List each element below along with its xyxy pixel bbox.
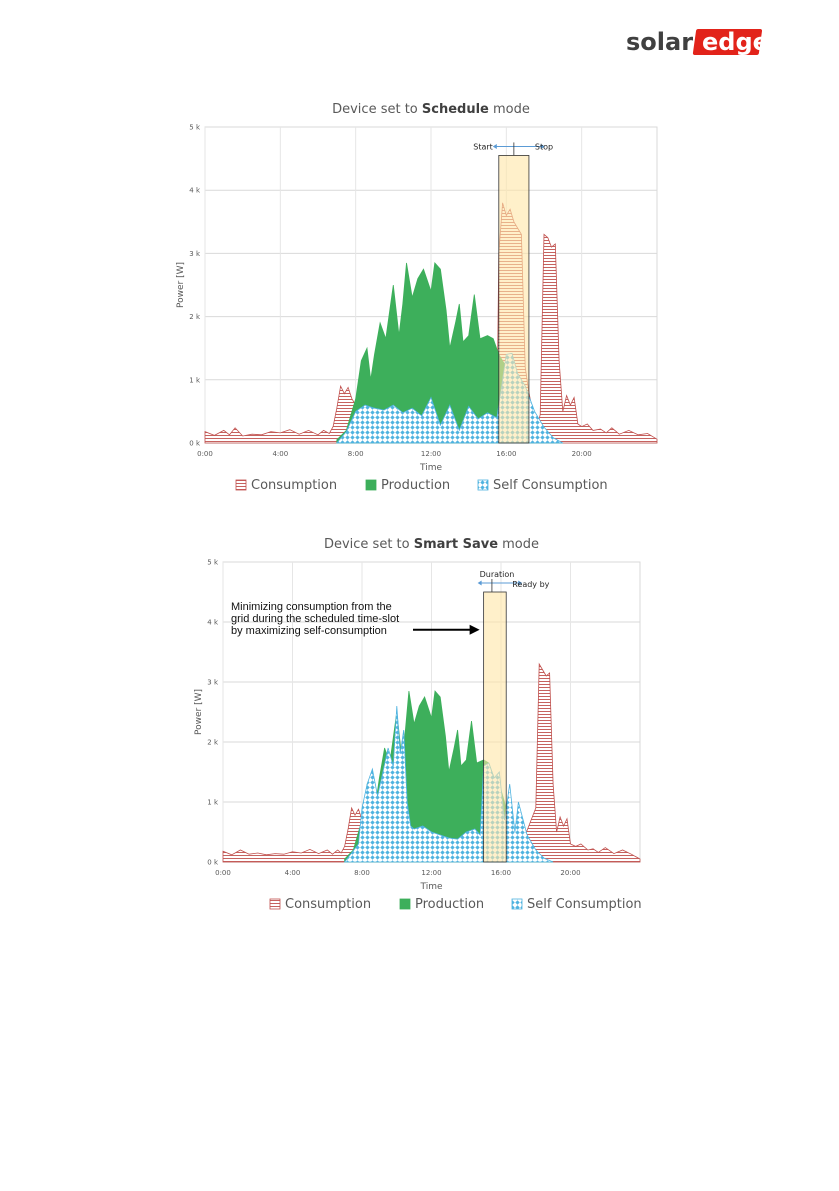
legend-swatch [235, 479, 247, 491]
legend-label: Production [415, 897, 484, 912]
x-tick-label: 12:00 [421, 450, 441, 458]
legend-swatch [269, 898, 281, 910]
legend-self-consumption: Self Consumption [511, 897, 642, 912]
x-tick-label: 20:00 [572, 450, 592, 458]
chart-legend: Consumption Production Self Consumption [235, 478, 608, 493]
legend-self-consumption: Self Consumption [477, 478, 608, 493]
legend-label: Consumption [251, 478, 337, 493]
y-tick-label: 0 k [189, 440, 201, 448]
y-axis-title: Power [W] [176, 262, 186, 308]
slot-arrows [492, 142, 545, 156]
x-tick-label: 8:00 [348, 450, 364, 458]
x-tick-label: 20:00 [560, 869, 580, 877]
logo-text-solar: solar [626, 28, 693, 56]
y-tick-label: 5 k [189, 124, 201, 132]
solaredge-logo: solar edge [626, 28, 766, 56]
y-tick-label: 4 k [207, 619, 219, 627]
x-tick-label: 8:00 [354, 869, 370, 877]
y-tick-label: 3 k [189, 250, 201, 258]
chart-grid [204, 126, 658, 444]
legend-label: Production [381, 478, 450, 493]
legend-consumption: Consumption [269, 897, 371, 912]
x-tick-label: 0:00 [215, 869, 231, 877]
annotation-arrowhead [469, 624, 480, 635]
x-tick-label: 16:00 [496, 450, 516, 458]
y-tick-label: 2 k [189, 313, 201, 321]
y-tick-label: 2 k [207, 739, 219, 747]
legend-label: Self Consumption [527, 897, 642, 912]
smart-save-mode-chart: 0 k 1 k 2 k 3 k 4 k 5 k 0:00 4:00 8:00 12:00 16:00… [194, 537, 642, 912]
slot-label-stop: Stop [535, 142, 553, 151]
legend-swatch [477, 479, 489, 491]
time-slot-box [498, 155, 530, 444]
x-tick-label: 4:00 [285, 869, 301, 877]
x-tick-label: 12:00 [421, 869, 441, 877]
annotation-line: by maximizing self-consumption [231, 625, 387, 637]
logo-accent-box [692, 29, 763, 55]
legend-swatch [511, 898, 523, 910]
chart-title: Device set to Schedule mode [332, 102, 530, 117]
legend-swatch [399, 898, 411, 910]
y-tick-label: 1 k [189, 376, 201, 384]
y-tick-label: 5 k [207, 559, 219, 567]
legend-swatch [365, 479, 377, 491]
slot-label-stop: Ready by [512, 580, 549, 589]
annotation-line: Minimizing consumption from the [231, 601, 392, 613]
slot-label-start: Duration [480, 570, 515, 579]
time-slot-box [483, 591, 507, 863]
y-tick-label: 0 k [207, 859, 219, 867]
schedule-mode-chart: 0 k 1 k 2 k 3 k 4 k 5 k 0:00 4:00 8:00 12:00 16:00… [176, 102, 658, 493]
slot-arrows [477, 579, 523, 592]
legend-label: Consumption [285, 897, 371, 912]
x-tick-label: 0:00 [197, 450, 213, 458]
logo-text-edge: edge [702, 28, 766, 56]
legend-production: Production [365, 478, 450, 493]
legend-consumption: Consumption [235, 478, 337, 493]
y-axis-title: Power [W] [194, 689, 204, 735]
chart-title: Device set to Smart Save mode [324, 537, 539, 552]
x-tick-label: 4:00 [272, 450, 288, 458]
annotation-line: grid during the scheduled time-slot [231, 613, 399, 625]
legend-production: Production [399, 897, 484, 912]
slot-label-start: Start [473, 142, 493, 151]
legend-label: Self Consumption [493, 478, 608, 493]
y-tick-label: 3 k [207, 679, 219, 687]
x-tick-label: 16:00 [491, 869, 511, 877]
y-tick-label: 1 k [207, 799, 219, 807]
chart-legend: Consumption Production Self Consumption [269, 897, 642, 912]
x-axis-title: Time [419, 882, 442, 892]
y-tick-label: 4 k [189, 187, 201, 195]
x-axis-title: Time [419, 463, 442, 473]
